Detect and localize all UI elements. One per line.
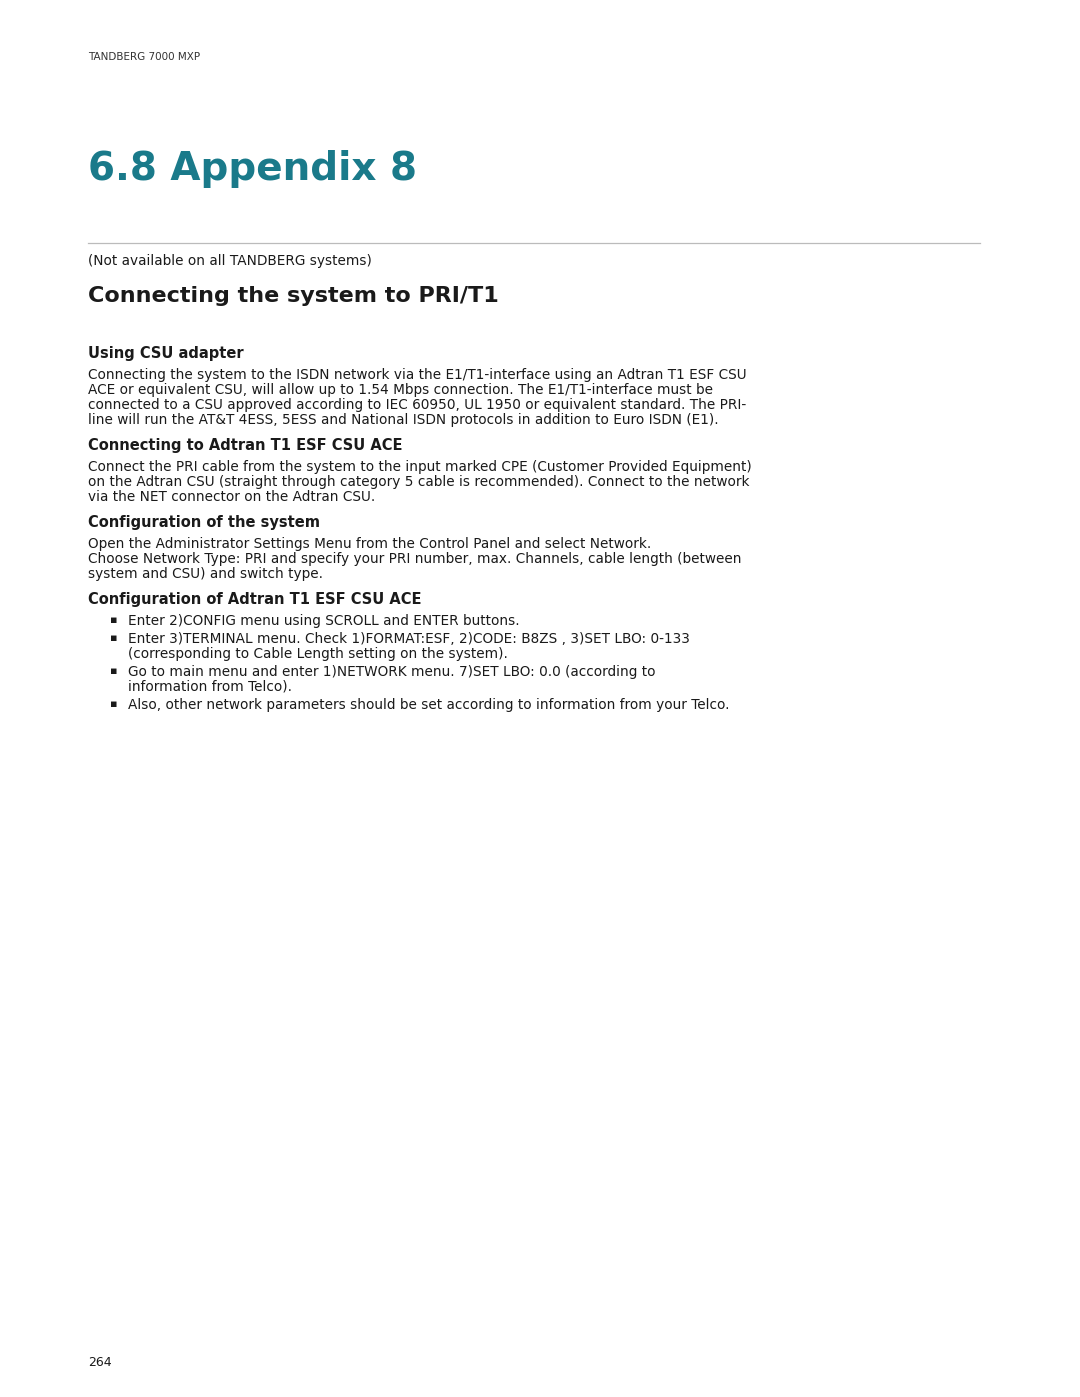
Text: ▪: ▪ <box>110 615 118 624</box>
Text: Enter 2)CONFIG menu using SCROLL and ENTER buttons.: Enter 2)CONFIG menu using SCROLL and ENT… <box>129 615 519 629</box>
Text: ACE or equivalent CSU, will allow up to 1.54 Mbps connection. The E1/T1-interfac: ACE or equivalent CSU, will allow up to … <box>87 383 713 397</box>
Text: Using CSU adapter: Using CSU adapter <box>87 346 244 360</box>
Text: system and CSU) and switch type.: system and CSU) and switch type. <box>87 567 323 581</box>
Text: ▪: ▪ <box>110 666 118 676</box>
Text: 6.8 Appendix 8: 6.8 Appendix 8 <box>87 149 417 189</box>
Text: Configuration of the system: Configuration of the system <box>87 515 320 529</box>
Text: ▪: ▪ <box>110 698 118 710</box>
Text: Go to main menu and enter 1)NETWORK menu. 7)SET LBO: 0.0 (according to: Go to main menu and enter 1)NETWORK menu… <box>129 665 656 679</box>
Text: information from Telco).: information from Telco). <box>129 680 292 694</box>
Text: Connecting the system to PRI/T1: Connecting the system to PRI/T1 <box>87 286 499 306</box>
Text: Configuration of Adtran T1 ESF CSU ACE: Configuration of Adtran T1 ESF CSU ACE <box>87 592 421 608</box>
Text: Enter 3)TERMINAL menu. Check 1)FORMAT:ESF, 2)CODE: B8ZS , 3)SET LBO: 0-133: Enter 3)TERMINAL menu. Check 1)FORMAT:ES… <box>129 631 690 645</box>
Text: Connect the PRI cable from the system to the input marked CPE (Customer Provided: Connect the PRI cable from the system to… <box>87 460 752 474</box>
Text: Choose Network Type: PRI and specify your PRI number, max. Channels, cable lengt: Choose Network Type: PRI and specify you… <box>87 552 742 566</box>
Text: Connecting the system to the ISDN network via the E1/T1-interface using an Adtra: Connecting the system to the ISDN networ… <box>87 367 746 381</box>
Text: on the Adtran CSU (straight through category 5 cable is recommended). Connect to: on the Adtran CSU (straight through cate… <box>87 475 750 489</box>
Text: ▪: ▪ <box>110 633 118 643</box>
Text: 264: 264 <box>87 1356 111 1369</box>
Text: (corresponding to Cable Length setting on the system).: (corresponding to Cable Length setting o… <box>129 647 508 661</box>
Text: connected to a CSU approved according to IEC 60950, UL 1950 or equivalent standa: connected to a CSU approved according to… <box>87 398 746 412</box>
Text: (Not available on all TANDBERG systems): (Not available on all TANDBERG systems) <box>87 254 372 268</box>
Text: via the NET connector on the Adtran CSU.: via the NET connector on the Adtran CSU. <box>87 490 375 504</box>
Text: TANDBERG 7000 MXP: TANDBERG 7000 MXP <box>87 52 200 61</box>
Text: line will run the AT&T 4ESS, 5ESS and National ISDN protocols in addition to Eur: line will run the AT&T 4ESS, 5ESS and Na… <box>87 414 718 427</box>
Text: Also, other network parameters should be set according to information from your : Also, other network parameters should be… <box>129 698 729 712</box>
Text: Connecting to Adtran T1 ESF CSU ACE: Connecting to Adtran T1 ESF CSU ACE <box>87 439 403 453</box>
Text: Open the Administrator Settings Menu from the Control Panel and select Network.: Open the Administrator Settings Menu fro… <box>87 536 651 550</box>
